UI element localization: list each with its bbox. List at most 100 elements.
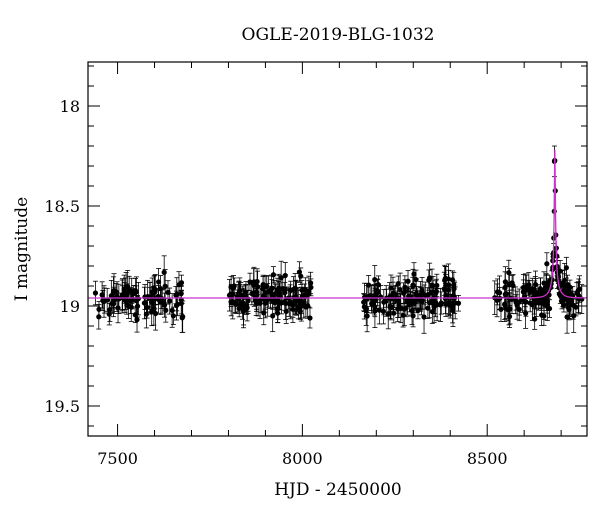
x-axis-label: HJD - 2450000 (274, 480, 402, 500)
data-point (445, 276, 452, 282)
data-point (558, 281, 564, 287)
data-point (426, 277, 432, 283)
data-point (228, 299, 234, 305)
data-point (525, 285, 531, 291)
data-point (546, 305, 553, 312)
data-point (369, 301, 375, 307)
data-point (563, 265, 569, 271)
data-point (576, 293, 582, 299)
data-point (96, 306, 102, 312)
data-point (434, 302, 440, 308)
data-point (523, 310, 529, 316)
data-point (509, 280, 515, 286)
data-point (165, 289, 171, 296)
data-point (161, 269, 167, 275)
data-point (247, 279, 253, 285)
data-point (532, 281, 539, 288)
model-curve (88, 149, 587, 299)
y-axis-label: I magnitude (12, 197, 32, 301)
data-point (144, 304, 150, 311)
data-point (422, 292, 428, 299)
y-tick-label: 19.5 (44, 397, 80, 416)
data-point (278, 275, 284, 281)
data-point (376, 307, 382, 313)
data-point (282, 272, 288, 279)
data-point (296, 269, 303, 275)
data-point (296, 303, 302, 309)
data-point (494, 297, 500, 303)
data-point (375, 282, 382, 288)
data-point (128, 304, 134, 310)
data-point (372, 304, 378, 310)
chart-title: OGLE-2019-BLG-1032 (242, 25, 435, 45)
data-point (156, 279, 162, 285)
data-point (568, 291, 574, 297)
data-point (109, 300, 115, 307)
data-point (306, 288, 312, 295)
data-point (539, 312, 545, 318)
data-point (425, 305, 431, 311)
data-point (429, 300, 436, 306)
data-point (543, 297, 550, 303)
data-point (231, 283, 237, 289)
data-point (92, 290, 99, 296)
y-tick-label: 19 (60, 297, 80, 316)
data-point (282, 299, 288, 305)
data-point (404, 298, 410, 305)
data-point (108, 293, 114, 299)
data-points (92, 145, 585, 334)
data-point (265, 289, 271, 295)
data-point (380, 308, 387, 315)
axis-ticks: 7500 8000 8500 18 18.5 19 19.5 (44, 62, 587, 468)
data-point (544, 261, 550, 267)
data-point (541, 280, 547, 286)
data-point (288, 287, 294, 293)
data-point (255, 298, 261, 304)
data-point (232, 299, 238, 306)
data-point (363, 305, 370, 312)
data-point (270, 313, 276, 319)
data-point (269, 285, 275, 292)
data-point (532, 316, 538, 322)
plot-area (88, 145, 587, 334)
data-point (514, 302, 520, 308)
data-point (178, 280, 185, 286)
data-point (388, 304, 394, 310)
data-point (386, 294, 393, 300)
data-point (411, 300, 417, 307)
data-point (391, 310, 397, 316)
data-point (506, 270, 512, 276)
data-point (450, 308, 456, 314)
data-point (292, 294, 299, 300)
data-point (131, 290, 137, 297)
y-tick-label: 18 (60, 97, 80, 116)
x-tick-label: 7500 (97, 449, 138, 468)
data-point (174, 291, 180, 297)
data-point (180, 314, 186, 320)
data-point (240, 300, 246, 306)
data-point (421, 314, 427, 320)
data-point (141, 300, 147, 306)
plot-content-group (88, 145, 587, 334)
data-point (561, 302, 567, 308)
data-point (402, 288, 408, 295)
data-point (505, 307, 511, 313)
data-point (251, 279, 257, 285)
data-point (564, 314, 570, 320)
data-point (513, 297, 519, 303)
data-point (169, 307, 175, 314)
data-point (99, 292, 105, 298)
data-point (132, 312, 138, 318)
data-point (129, 296, 136, 302)
data-point (151, 285, 157, 291)
data-point (502, 284, 508, 291)
data-point (403, 305, 409, 311)
data-point (125, 284, 131, 290)
data-point (101, 298, 107, 305)
data-point (163, 307, 169, 313)
data-point (282, 286, 288, 292)
y-tick-label: 18.5 (44, 197, 80, 216)
data-point (308, 280, 314, 286)
data-point (115, 305, 121, 311)
